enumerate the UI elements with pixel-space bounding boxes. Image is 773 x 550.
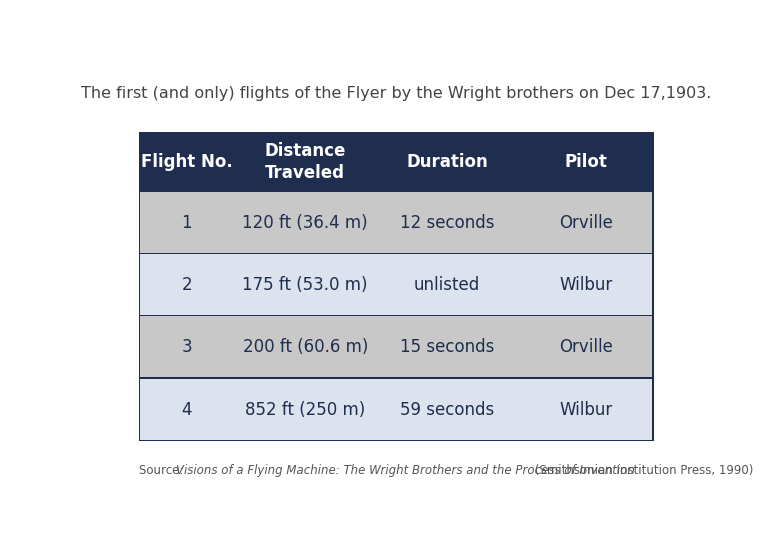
Text: 12 seconds: 12 seconds [400,214,494,232]
Text: Source:: Source: [138,464,187,477]
Text: Duration: Duration [406,153,488,171]
Text: (Smithsonian Institution Press, 1990): (Smithsonian Institution Press, 1990) [532,464,754,477]
Text: Pilot: Pilot [564,153,608,171]
Text: unlisted: unlisted [414,276,480,294]
Text: Visions of a Flying Machine: The Wright Brothers and the Process of Invention: Visions of a Flying Machine: The Wright … [175,464,635,477]
Text: Orville: Orville [559,214,613,232]
Text: 3: 3 [182,338,192,356]
Text: Orville: Orville [559,338,613,356]
Text: The first (and only) flights of the Flyer by the Wright brothers on Dec 17,1903.: The first (and only) flights of the Flye… [81,86,711,101]
Bar [138,131,654,441]
Text: 2: 2 [182,276,192,294]
Text: Flight No.: Flight No. [141,153,233,171]
Bar [141,133,652,192]
Bar [141,378,652,439]
Bar [141,316,652,377]
Bar [141,254,652,315]
Text: 120 ft (36.4 m): 120 ft (36.4 m) [243,214,368,232]
Text: 852 ft (250 m): 852 ft (250 m) [245,401,366,419]
Text: Wilbur: Wilbur [560,276,613,294]
Bar [141,192,652,253]
Text: 175 ft (53.0 m): 175 ft (53.0 m) [243,276,368,294]
Text: 15 seconds: 15 seconds [400,338,494,356]
Text: 1: 1 [182,214,192,232]
Text: 59 seconds: 59 seconds [400,401,494,419]
Text: 200 ft (60.6 m): 200 ft (60.6 m) [243,338,368,356]
Text: Wilbur: Wilbur [560,401,613,419]
Text: 4: 4 [182,401,192,419]
Text: Distance
Traveled: Distance Traveled [264,142,346,182]
